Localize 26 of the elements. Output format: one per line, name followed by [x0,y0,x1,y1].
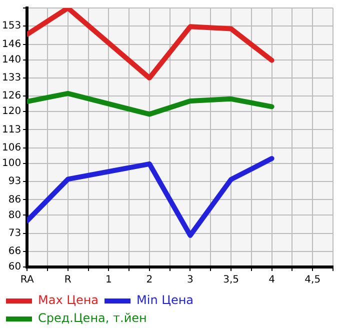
x-tick-label: RA [20,274,34,286]
y-tick-label: 80 [8,210,22,221]
y-tick-label: 100 [2,158,22,169]
y-tick-label: 133 [2,72,22,84]
x-tick-label: 3,5 [223,274,239,286]
x-tick-label: 3 [187,274,194,286]
legend-label: Min Цена [136,293,194,308]
y-tick-label: 153 [2,20,22,32]
y-tick-label: 60 [8,262,22,273]
y-tick-label: 140 [2,54,22,66]
y-tick-label: 126 [2,90,22,102]
y-tick-label: 66 [8,246,22,258]
x-tick-label: 4,5 [304,274,321,286]
y-tick-label: 73 [8,228,22,239]
legend-label: Max Цена [38,293,99,308]
y-tick-label: 86 [8,194,22,206]
y-tick-label: 93 [8,176,22,188]
x-tick-label: 2 [146,274,153,286]
y-tick-label: 106 [2,142,22,154]
x-tick-label: R [64,274,72,286]
x-tick-label: 1 [105,274,112,286]
y-tick-label: 113 [2,124,22,136]
x-tick-label: 4 [268,274,276,286]
y-tick-label: 120 [2,106,22,118]
y-tick-label: 146 [2,38,22,50]
legend-label: Сред.Цена, т.йен [38,311,147,326]
